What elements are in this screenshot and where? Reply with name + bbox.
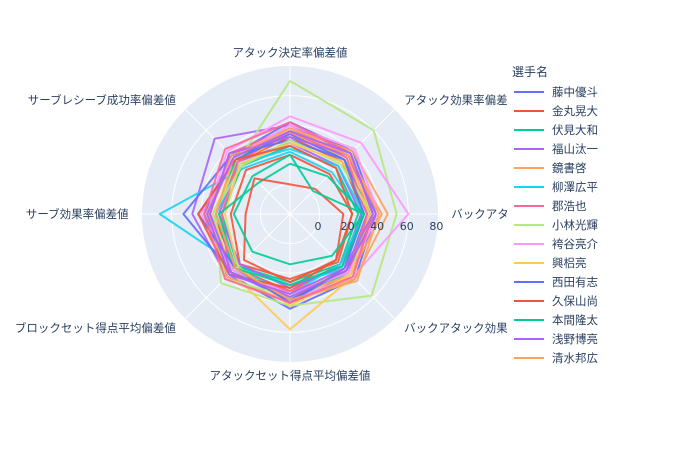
series-layer <box>158 79 410 331</box>
radial-tick-label: 80 <box>429 220 443 233</box>
legend-label: 伏見大和 <box>552 123 598 137</box>
legend-label: 久保山尚 <box>552 294 598 308</box>
legend-label: 福山汰一 <box>552 142 598 156</box>
angular-axis-label: ブロックセット得点平均偏差値 <box>15 321 176 335</box>
legend-label: 興梠亮 <box>552 256 587 270</box>
legend-swatch <box>514 319 544 321</box>
legend-swatch <box>514 148 544 150</box>
angular-axis-label: サーブレシーブ成功率偏差値 <box>28 93 177 107</box>
legend-item[interactable]: 柳澤広平 <box>512 178 697 197</box>
angular-axis-label: サーブ効果率偏差値 <box>26 207 129 221</box>
legend-label: 浅野博亮 <box>552 332 598 346</box>
series-line <box>212 133 374 331</box>
legend-swatch <box>514 186 544 188</box>
legend-title: 選手名 <box>512 65 549 79</box>
legend-swatch <box>514 243 544 245</box>
legend-swatch <box>514 281 544 283</box>
legend-label: 藤中優斗 <box>552 85 598 99</box>
angular-axis-label: バックアタ <box>451 207 509 221</box>
legend-swatch <box>514 338 544 340</box>
legend-item[interactable]: 興梠亮 <box>512 254 697 273</box>
legend-swatch <box>514 262 544 264</box>
legend-swatch <box>514 129 544 131</box>
legend-label: 郡浩也 <box>552 199 587 213</box>
legend-label: 柳澤広平 <box>552 180 598 194</box>
legend-item[interactable]: 久保山尚 <box>512 292 697 311</box>
legend-swatch <box>514 167 544 169</box>
legend-item[interactable]: 藤中優斗 <box>512 83 697 102</box>
legend-item[interactable]: 郡浩也 <box>512 197 697 216</box>
legend: 選手名 藤中優斗金丸晃大伏見大和福山汰一鏡書啓柳澤広平郡浩也小林光輝袴谷亮介興梠… <box>512 63 700 370</box>
legend-item[interactable]: 小林光輝 <box>512 216 697 235</box>
radial-tick-label: 20 <box>341 220 355 233</box>
legend-swatch <box>514 300 544 302</box>
angular-axis-label: アタック効果率偏差 <box>404 93 508 107</box>
legend-label: 小林光輝 <box>552 218 598 232</box>
series-line <box>218 162 365 286</box>
legend-item[interactable]: 西田有志 <box>512 273 697 292</box>
legend-swatch <box>514 91 544 93</box>
legend-swatch <box>514 357 544 359</box>
radial-tick-label: 0 <box>315 220 322 233</box>
series-line <box>220 130 368 292</box>
legend-label: 金丸晃大 <box>552 104 598 118</box>
legend-item[interactable]: 伏見大和 <box>512 121 697 140</box>
radial-tick-label: 60 <box>400 220 414 233</box>
legend-item[interactable]: 本間隆太 <box>512 311 697 330</box>
legend-label: 袴谷亮介 <box>552 237 598 251</box>
polar-grid <box>142 66 438 362</box>
legend-item[interactable]: 福山汰一 <box>512 140 697 159</box>
legend-label: 本間隆太 <box>552 313 598 327</box>
series-line <box>206 130 374 295</box>
legend-item[interactable]: 清水邦広 <box>512 349 697 368</box>
legend-item[interactable]: 鏡書啓 <box>512 159 697 178</box>
legend-label: 鏡書啓 <box>552 161 587 175</box>
series-line <box>232 153 365 266</box>
radial-tick-label: 40 <box>370 220 384 233</box>
legend-swatch <box>514 224 544 226</box>
angular-axis-label: バックアタック効果 <box>404 321 508 335</box>
angular-axis-label: アタックセット得点平均偏差値 <box>210 368 371 382</box>
legend-label: 清水邦広 <box>552 351 598 365</box>
legend-swatch <box>514 205 544 207</box>
legend-item[interactable]: 金丸晃大 <box>512 102 697 121</box>
angular-axis-label: アタック決定率偏差値 <box>233 46 348 60</box>
legend-swatch <box>514 110 544 112</box>
legend-label: 西田有志 <box>552 275 598 289</box>
legend-item[interactable]: 袴谷亮介 <box>512 235 697 254</box>
legend-items: 藤中優斗金丸晃大伏見大和福山汰一鏡書啓柳澤広平郡浩也小林光輝袴谷亮介興梠亮西田有… <box>512 83 697 368</box>
axis-labels: 0 20 40 60 80 アタック決定率偏差値アタック効果率偏差バックアタバックアタック… <box>15 46 509 383</box>
legend-item[interactable]: 浅野博亮 <box>512 330 697 349</box>
